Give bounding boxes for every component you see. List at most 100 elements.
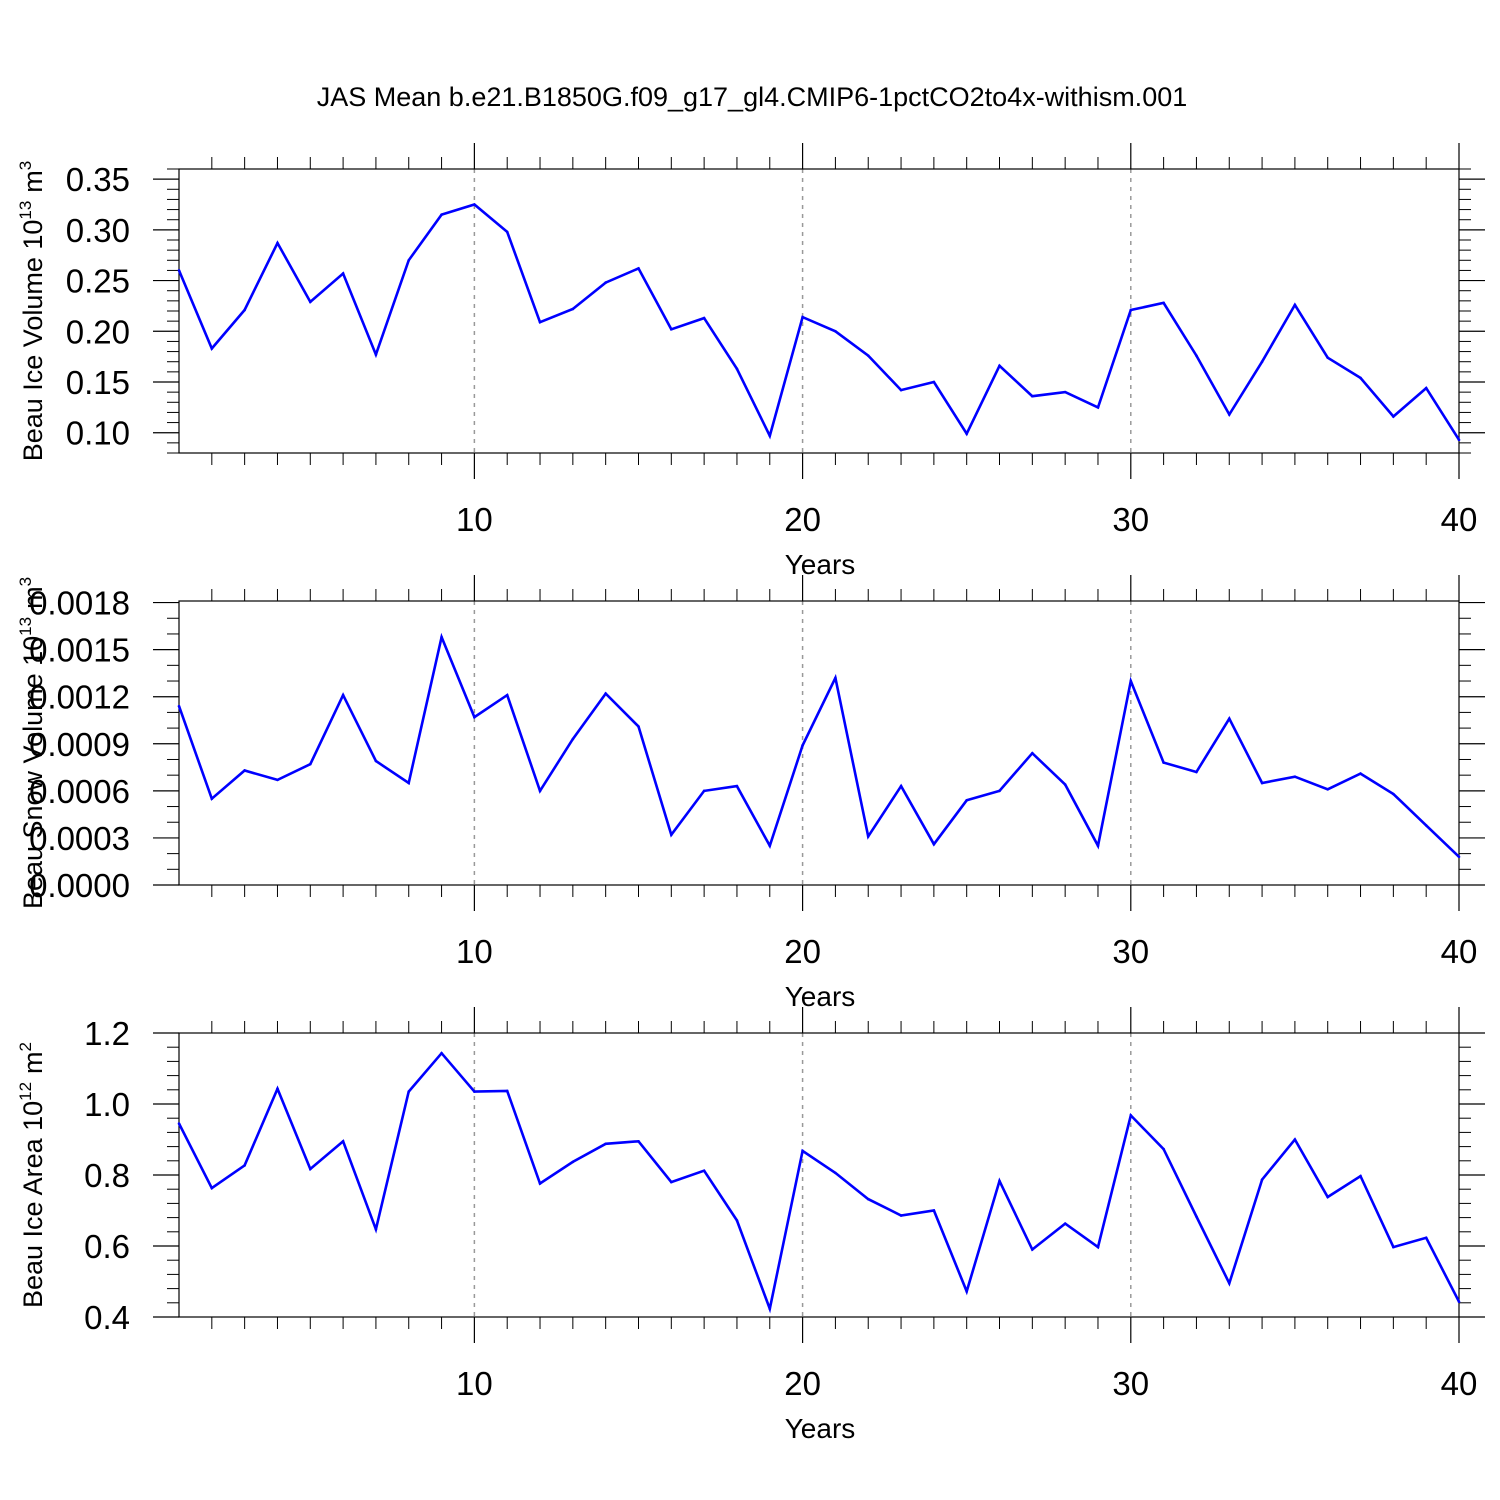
y-axis-title-main: Beau Ice Volume 10 (18, 220, 48, 462)
y-axis-title-unit-exponent: 3 (16, 577, 35, 586)
data-point (1096, 1245, 1100, 1249)
data-point (1326, 1195, 1330, 1199)
data-point (1359, 1174, 1362, 1178)
data-point (505, 230, 509, 234)
x-tick-label: 40 (1441, 933, 1478, 970)
data-point (1359, 772, 1362, 775)
data-point (538, 1182, 542, 1185)
data-point (440, 213, 443, 216)
data-point (1424, 1236, 1428, 1240)
data-point (702, 789, 706, 793)
data-point (374, 353, 378, 356)
data-point (1457, 438, 1461, 442)
y-tick-label: 0.15 (66, 364, 130, 401)
data-point (1424, 386, 1428, 390)
data-point (1129, 308, 1133, 312)
y-tick-label: 0.10 (66, 415, 130, 452)
panel-volume: 10 20 30 40 0.10 0.15 0.20 0.25 0.30 0.35 Years Bea… (16, 143, 1485, 580)
data-point (866, 835, 870, 838)
data-point (604, 281, 607, 284)
data-point (1129, 679, 1133, 683)
data-point (1260, 1178, 1264, 1181)
y-tick-label: 0.0006 (29, 773, 130, 810)
data-point (407, 1090, 411, 1093)
x-tick-label: 30 (1112, 933, 1149, 970)
data-point (965, 798, 968, 802)
y-tick-label: 0.0000 (29, 867, 130, 904)
data-point (177, 704, 181, 708)
data-point (505, 1089, 509, 1093)
data-point (670, 327, 673, 331)
data-point (735, 1219, 739, 1222)
x-axis-title: Years (785, 549, 856, 580)
y-tick-label: 0.0015 (29, 632, 130, 669)
data-point (177, 269, 181, 272)
data-point (243, 769, 246, 772)
data-point (341, 272, 345, 275)
x-tick-label: 20 (784, 933, 821, 970)
data-point (1227, 1281, 1231, 1285)
data-point (998, 364, 1001, 368)
data-point (473, 715, 476, 719)
data-point (177, 1122, 181, 1125)
data-point (1195, 1215, 1198, 1218)
data-point (1195, 770, 1198, 774)
data-point (571, 1160, 575, 1164)
series-line (177, 203, 1461, 441)
y-tick-label: 1.2 (84, 1015, 130, 1052)
data-point (637, 267, 640, 270)
data-point (1293, 775, 1297, 779)
data-point (1031, 394, 1034, 398)
y-axis-title-main: Beau Ice Area 10 (18, 1101, 48, 1308)
y-tick-label: 0.0009 (29, 726, 130, 763)
figure-title: JAS Mean b.e21.B1850G.f09_g17_gl4.CMIP6-… (317, 82, 1188, 112)
y-axis-title-unit-exponent: 2 (16, 1042, 35, 1051)
data-point (1031, 1248, 1034, 1251)
data-point (866, 1197, 870, 1201)
data-point (210, 1186, 214, 1190)
data-point (1457, 855, 1461, 859)
data-point (243, 308, 246, 312)
x-tick-label: 30 (1112, 1365, 1149, 1402)
x-tick-label: 40 (1441, 501, 1478, 538)
data-point (308, 1167, 312, 1171)
data-point (702, 316, 706, 320)
data-point (1031, 751, 1034, 755)
data-point (637, 725, 640, 728)
x-axis-title: Years (785, 1413, 856, 1444)
data-point (998, 1179, 1001, 1183)
data-point (571, 307, 575, 311)
data-point (1162, 761, 1165, 764)
data-point (473, 1090, 476, 1093)
data-point (801, 744, 804, 747)
data-point (1424, 824, 1428, 827)
y-tick-label: 0.0003 (29, 820, 130, 857)
data-point (1162, 301, 1165, 305)
data-point (801, 315, 804, 319)
data-point (768, 844, 772, 848)
data-point (1227, 413, 1231, 416)
y-axis-title-exponent: 13 (16, 201, 35, 220)
y-axis-title: Beau Ice Volume 1013 m3 (16, 161, 48, 462)
y-tick-label: 0.30 (66, 212, 130, 249)
data-point (1063, 390, 1067, 394)
data-point (538, 789, 542, 793)
x-tick-label: 40 (1441, 1365, 1478, 1402)
data-point (834, 329, 837, 333)
data-point (308, 300, 312, 304)
y-tick-label: 0.6 (84, 1228, 130, 1265)
plot-frame (178, 168, 1460, 454)
data-point (374, 759, 378, 763)
data-point (243, 1164, 246, 1167)
y-axis-title-unit: m (18, 586, 48, 609)
data-point (801, 1149, 804, 1153)
data-point (604, 1142, 607, 1146)
plot-frame (178, 600, 1460, 886)
data-point (965, 432, 968, 436)
y-tick-label: 0.8 (84, 1157, 130, 1194)
y-tick-label: 0.0012 (29, 679, 130, 716)
data-point (670, 833, 673, 837)
data-point (1392, 1245, 1395, 1249)
y-tick-label: 0.4 (84, 1299, 130, 1336)
